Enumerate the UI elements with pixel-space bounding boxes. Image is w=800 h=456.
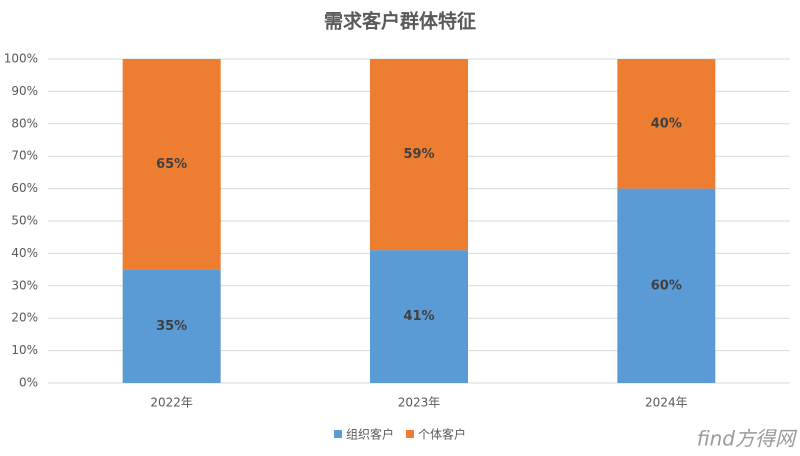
value-label: 35% [156,319,187,334]
x-tick-label: 2024年 [645,396,688,410]
bar-segment [122,59,221,270]
bar-segment [370,250,468,383]
value-label: 41% [403,309,434,324]
y-tick-label: 100% [4,52,38,66]
bar-segment [617,188,716,383]
y-tick-label: 40% [11,246,38,260]
bar-segment [617,59,716,189]
legend-label: 个体客户 [418,427,466,442]
y-tick-label: 0% [19,376,38,390]
y-tick-label: 70% [11,149,38,163]
y-tick-label: 30% [11,278,38,292]
y-tick-label: 90% [11,84,38,98]
watermark: find方得网 [697,427,798,451]
y-tick-label: 80% [11,116,38,130]
legend-swatch [333,430,342,438]
y-tick-label: 20% [11,311,38,325]
value-label: 60% [651,278,682,293]
value-label: 59% [403,147,434,162]
value-label: 65% [156,157,187,172]
x-tick-label: 2023年 [398,396,441,410]
legend-label: 组织客户 [346,427,394,442]
chart-title: 需求客户群体特征 [324,10,476,33]
y-tick-label: 10% [11,343,38,357]
legend-swatch [406,430,414,438]
y-tick-label: 50% [11,214,38,228]
bar-segment [370,59,468,251]
bar-segment [122,269,221,383]
value-label: 40% [651,116,682,131]
x-tick-label: 2022年 [150,396,193,410]
y-tick-label: 60% [11,181,38,195]
